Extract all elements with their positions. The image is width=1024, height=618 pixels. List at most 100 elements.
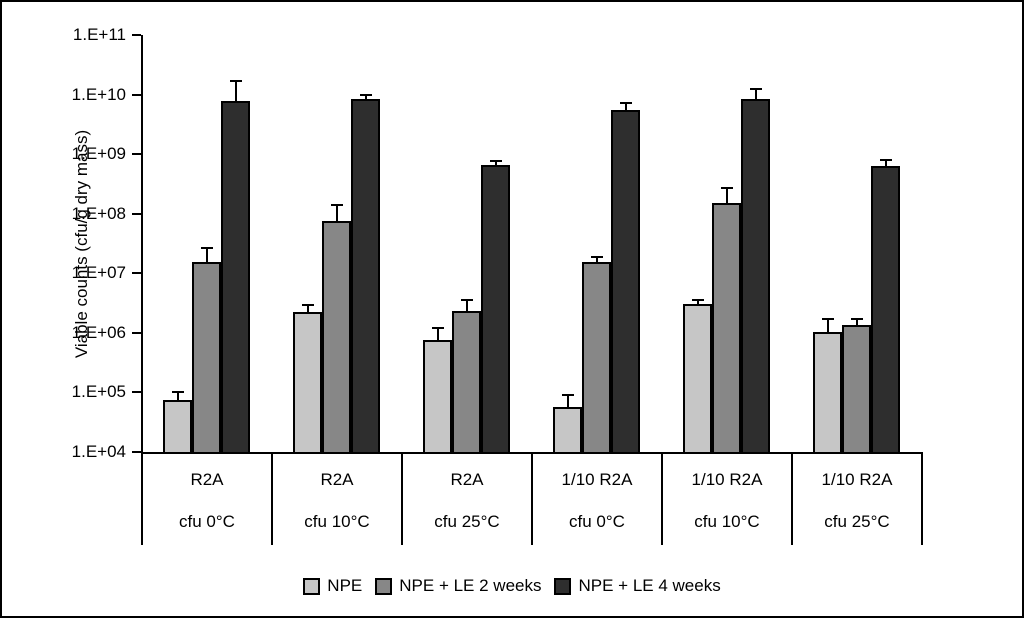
error-bar-cap — [720, 187, 733, 190]
legend-label: NPE — [327, 576, 363, 595]
x-group-label-line2: cfu 0°C — [569, 512, 625, 531]
y-tick-mark — [132, 272, 141, 275]
error-bar-line — [234, 80, 237, 101]
error-bar-cap — [171, 391, 184, 394]
bar-npe — [293, 312, 322, 454]
bar-npe-le-2-weeks — [192, 261, 221, 454]
x-group-label-line2: cfu 25°C — [434, 512, 500, 531]
legend: NPE NPE + LE 2 weeks NPE + LE 4 weeks — [2, 576, 1022, 596]
y-tick-label: 1.E+04 — [71, 442, 126, 461]
error-bar-line — [465, 300, 468, 312]
x-group-label-line2: cfu 0°C — [179, 512, 235, 531]
x-group-label: 1/10 R2A cfu 25°C — [791, 454, 923, 545]
legend-label: NPE + LE 4 weeks — [578, 576, 721, 595]
bar-npe-le-4-weeks — [221, 100, 250, 454]
legend-label: NPE + LE 2 weeks — [399, 576, 542, 595]
error-bar-line — [205, 247, 208, 262]
x-axis-line — [141, 452, 923, 454]
error-bar-line — [725, 188, 728, 204]
bar-npe — [683, 304, 712, 454]
error-bar-cap — [229, 79, 242, 82]
x-group-label: R2A cfu 10°C — [271, 454, 401, 545]
error-bar-cap — [619, 102, 632, 105]
error-bar-line — [754, 88, 757, 100]
error-bar-line — [566, 394, 569, 407]
x-group-label: 1/10 R2A cfu 0°C — [531, 454, 661, 545]
y-axis-title: Viable counts (cfu/g dry mass) — [72, 129, 91, 359]
error-bar-cap — [850, 318, 863, 321]
error-bar-cap — [749, 87, 762, 90]
error-bar-line — [364, 94, 367, 100]
x-group-label-line1: 1/10 R2A — [821, 470, 893, 489]
error-bar-line — [335, 205, 338, 222]
legend-swatch — [375, 577, 393, 595]
error-bar-cap — [590, 255, 603, 258]
y-tick-label: 1.E+07 — [71, 263, 126, 283]
bar-npe-le-4-weeks — [481, 165, 510, 454]
error-bar-cap — [460, 299, 473, 302]
error-bar-line — [494, 160, 497, 166]
x-group-label-line1: 1/10 R2A — [561, 470, 633, 489]
y-tick-label: 1.E+08 — [71, 203, 126, 223]
bar-npe-le-4-weeks — [741, 99, 770, 454]
legend-item: NPE + LE 2 weeks — [375, 576, 541, 596]
bar-npe — [813, 331, 842, 454]
x-group-label-line2: cfu 10°C — [304, 512, 370, 531]
y-tick-label: 1.E+06 — [71, 322, 126, 342]
error-bar-line — [624, 103, 627, 111]
error-bar-cap — [200, 246, 213, 249]
y-tick-label: 1.E+05 — [71, 382, 126, 402]
x-group-label-line1: R2A — [450, 470, 484, 489]
y-tick-label: 1.E+11 — [72, 25, 126, 44]
bar-npe-le-2-weeks — [582, 261, 611, 454]
x-group-label: R2A cfu 25°C — [401, 454, 531, 545]
x-group-label-line2: cfu 10°C — [694, 512, 760, 531]
legend-item: NPE — [303, 576, 362, 596]
y-axis-line — [141, 35, 143, 545]
legend-swatch — [303, 577, 321, 595]
legend-swatch — [554, 577, 572, 595]
y-tick-mark — [132, 212, 141, 215]
error-bar-cap — [879, 159, 892, 162]
error-bar-cap — [691, 298, 704, 301]
error-bar-line — [855, 319, 858, 326]
bar-npe — [163, 399, 192, 454]
error-bar-cap — [330, 204, 343, 206]
y-tick-label: 1.E+10 — [71, 84, 126, 104]
x-group-label-line1: R2A — [190, 470, 224, 489]
error-bar-line — [884, 160, 887, 167]
error-bar-cap — [561, 393, 574, 396]
bar-npe — [553, 406, 582, 454]
y-tick-label: 1.E+09 — [71, 144, 126, 164]
x-group-label: 1/10 R2A cfu 10°C — [661, 454, 791, 545]
error-bar-line — [826, 319, 829, 332]
error-bar-cap — [431, 327, 444, 330]
error-bar-line — [436, 328, 439, 340]
error-bar-line — [306, 305, 309, 313]
error-bar-cap — [821, 318, 834, 321]
error-bar-cap — [489, 159, 502, 162]
bar-npe-le-2-weeks — [842, 325, 871, 454]
y-tick-mark — [132, 93, 141, 96]
y-tick-mark — [132, 34, 141, 36]
error-bar-line — [595, 256, 598, 262]
error-bar-cap — [359, 93, 372, 96]
bar-npe-le-4-weeks — [871, 166, 900, 454]
bar-npe-le-4-weeks — [611, 110, 640, 454]
error-bar-line — [696, 299, 699, 305]
error-bar-cap — [301, 304, 314, 307]
x-group-label-line1: 1/10 R2A — [691, 470, 763, 489]
bar-npe-le-2-weeks — [712, 203, 741, 454]
bar-npe-le-4-weeks — [351, 99, 380, 454]
x-group-label-line1: R2A — [320, 470, 354, 489]
bar-npe-le-2-weeks — [322, 221, 351, 454]
y-tick-mark — [132, 391, 141, 394]
y-tick-mark — [132, 451, 141, 453]
error-bar-line — [176, 392, 179, 400]
y-tick-mark — [132, 331, 141, 334]
x-group-label-line2: cfu 25°C — [824, 512, 890, 531]
y-tick-mark — [132, 153, 141, 156]
bar-npe — [423, 339, 452, 454]
bar-npe-le-2-weeks — [452, 311, 481, 454]
